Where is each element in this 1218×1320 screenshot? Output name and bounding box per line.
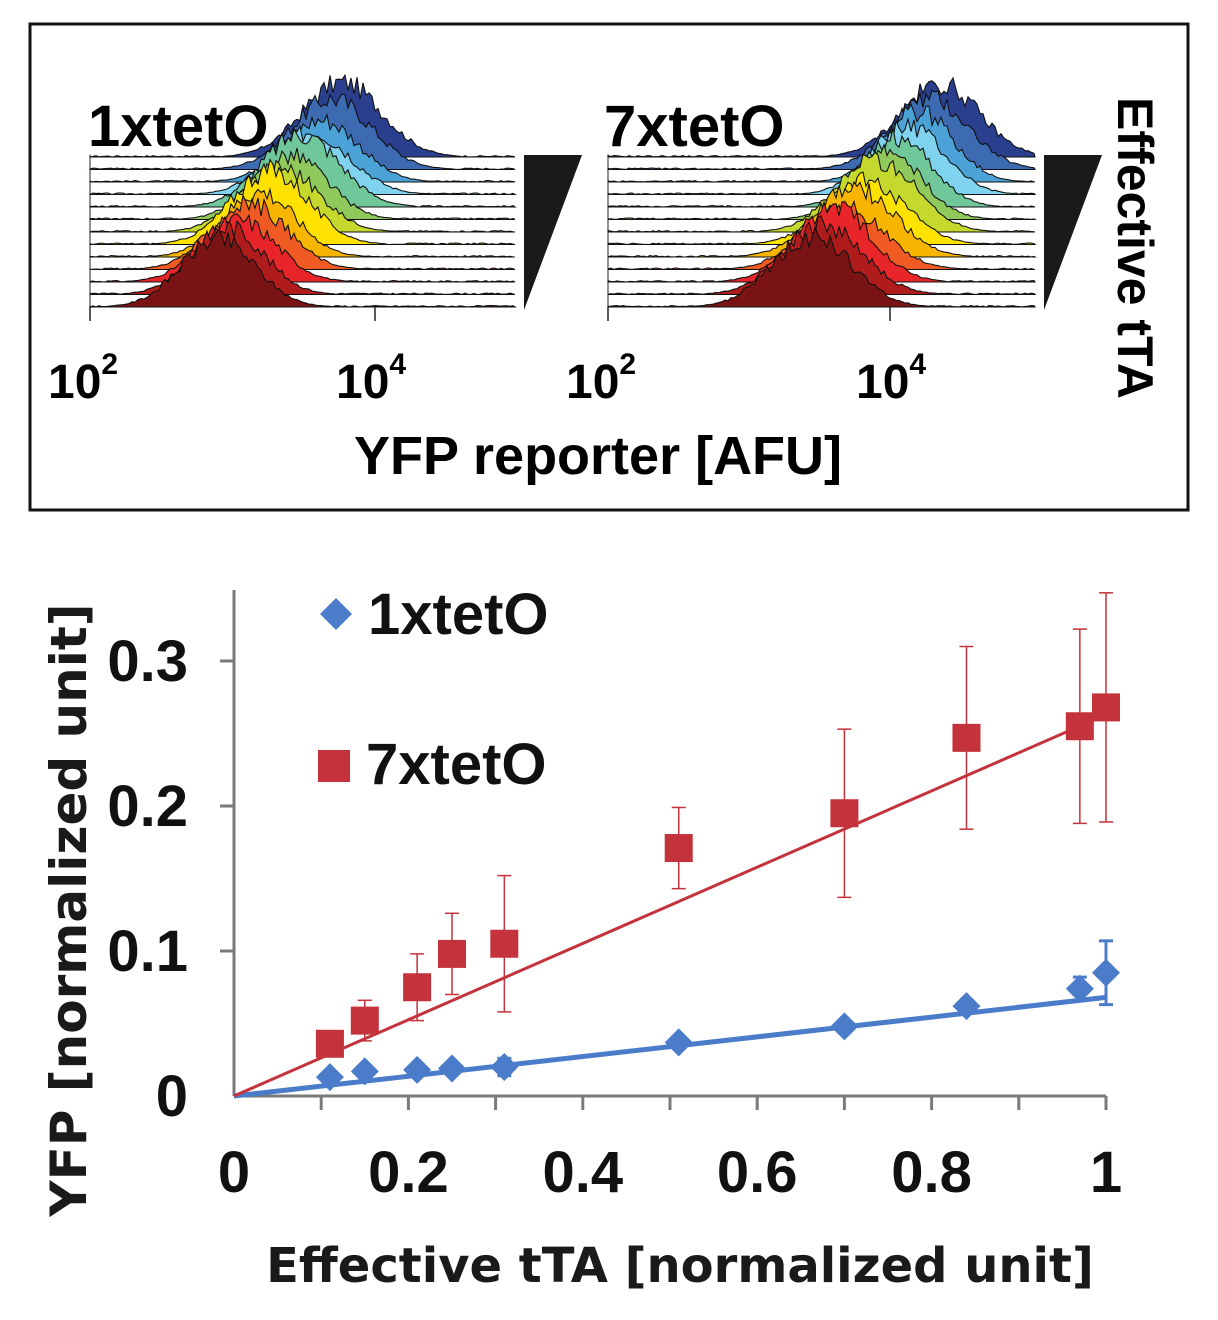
- point-7xteto: [315, 1029, 344, 1058]
- point-7xteto: [952, 723, 981, 752]
- point-1xteto: [490, 1053, 519, 1081]
- histogram-stack-7xteto: [607, 76, 1037, 321]
- point-7xteto: [1092, 693, 1120, 722]
- fit-line-7xteto: [233, 713, 1107, 1098]
- point-1xteto: [830, 1012, 859, 1041]
- point-7xteto: [350, 1006, 379, 1035]
- x-tick-label: 0.8: [891, 1140, 972, 1205]
- histogram-curve: [607, 151, 1036, 233]
- panel-title-7xteto: 7xtetO: [604, 94, 785, 159]
- data-points: [315, 693, 1120, 1092]
- panel-title-1xteto: 1xtetO: [88, 94, 269, 159]
- point-7xteto: [490, 929, 519, 958]
- legend-marker-7xteto: [318, 750, 350, 782]
- legend-label-7xteto: 7xtetO: [366, 732, 547, 797]
- x-tick-label: 0.4: [542, 1140, 623, 1205]
- point-7xteto: [664, 834, 693, 863]
- histogram-curve: [607, 225, 1037, 308]
- histogram-stack-1xteto: [89, 73, 517, 321]
- tick-labels: 0 0.2 0.4 0.6 0.8 1 0 0.1 0.2 0.3: [107, 629, 1122, 1205]
- point-7xteto: [403, 973, 432, 1002]
- legend-label-1xteto: 1xtetO: [368, 582, 549, 647]
- tick-label-1e2-right: 102: [566, 348, 636, 409]
- point-7xteto: [1065, 712, 1094, 741]
- point-1xteto: [1065, 974, 1094, 1003]
- x-tick-label: 1: [1090, 1140, 1122, 1205]
- x-tick-label: 0.6: [717, 1140, 798, 1205]
- tick-label-1e4-right: 104: [856, 348, 926, 409]
- point-7xteto: [830, 799, 859, 828]
- histogram-curve: [89, 187, 516, 258]
- point-1xteto: [438, 1054, 466, 1083]
- point-1xteto: [315, 1063, 344, 1092]
- point-1xteto: [664, 1028, 693, 1057]
- histogram-panel: 1xtetO 7xtetO 102 104 102 104 YFP report…: [28, 22, 1190, 512]
- chart-axes: [220, 590, 1108, 1110]
- y-tick-label: 0.2: [107, 774, 188, 839]
- tick-label-1e4-left: 104: [336, 348, 406, 409]
- x-axis-label: Effective tTA [normalized unit]: [266, 1238, 1094, 1294]
- y-tick-label: 0: [156, 1064, 188, 1129]
- panel-side-label: Effective tTA: [1107, 97, 1163, 399]
- legend-marker-1xteto: [320, 598, 352, 630]
- y-tick-label: 0.1: [107, 919, 188, 984]
- y-tick-label: 0.3: [107, 629, 188, 694]
- y-axis-label: YFP [normalized unit]: [40, 603, 98, 1217]
- point-1xteto: [1092, 958, 1120, 987]
- scatter-chart: 1xtetO 7xtetO 0 0.2 0.4 0.6 0.8 1 0 0.1 0.2 0.3 Ef…: [40, 582, 1122, 1294]
- histogram-curve: [89, 159, 516, 233]
- point-1xteto: [952, 992, 981, 1021]
- gradient-triangle-right: [1044, 155, 1102, 310]
- point-1xteto: [403, 1055, 432, 1084]
- gradient-triangle-left: [524, 155, 582, 310]
- histogram-curve: [89, 228, 517, 308]
- point-1xteto: [350, 1057, 379, 1086]
- x-tick-label: 0: [218, 1140, 250, 1205]
- panel-xlabel: YFP reporter [AFU]: [354, 426, 842, 486]
- histogram-curve: [89, 158, 516, 246]
- point-7xteto: [438, 939, 466, 968]
- legend: 1xtetO 7xtetO: [318, 582, 549, 797]
- tick-label-1e2-left: 102: [48, 348, 118, 409]
- x-tick-label: 0.2: [368, 1140, 449, 1205]
